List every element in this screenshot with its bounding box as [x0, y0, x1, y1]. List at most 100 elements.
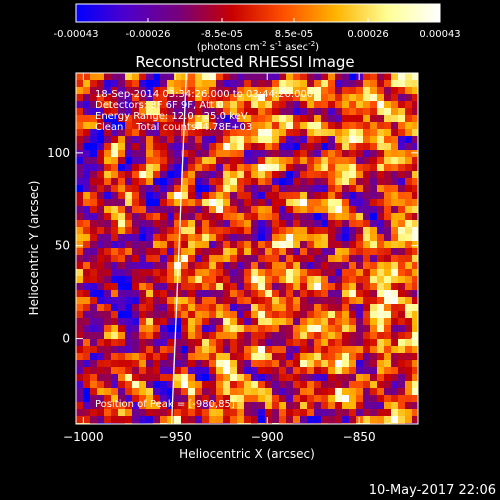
heatmap-cell [391, 164, 399, 172]
heatmap-cell [307, 171, 315, 179]
heatmap-cell [237, 255, 245, 263]
heatmap-cell [125, 171, 133, 179]
heatmap-cell [335, 381, 343, 389]
heatmap-cell [293, 339, 301, 347]
heatmap-cell [377, 318, 385, 326]
heatmap-cell [349, 360, 357, 368]
heatmap-cell [132, 325, 140, 333]
heatmap-cell [209, 164, 217, 172]
heatmap-cell [237, 374, 245, 382]
heatmap-cell [209, 129, 217, 137]
heatmap-cell [209, 115, 217, 123]
heatmap-cell [384, 185, 392, 193]
heatmap-cell [160, 360, 168, 368]
heatmap-cell [146, 290, 154, 298]
heatmap-cell [153, 87, 161, 95]
heatmap-cell [160, 276, 168, 284]
heatmap-cell [363, 73, 371, 81]
heatmap-cell [244, 395, 252, 403]
heatmap-cell [139, 409, 147, 417]
heatmap-cell [335, 395, 343, 403]
heatmap-cell [104, 353, 112, 361]
heatmap-cell [174, 297, 182, 305]
heatmap-cell [300, 360, 308, 368]
heatmap-cell [174, 94, 182, 102]
heatmap-cell [237, 108, 245, 116]
heatmap-cell [146, 332, 154, 340]
heatmap-cell [405, 220, 413, 228]
heatmap-cell [370, 325, 378, 333]
heatmap-cell [370, 87, 378, 95]
heatmap-cell [237, 402, 245, 410]
heatmap-cell [293, 332, 301, 340]
heatmap-cell [188, 304, 196, 312]
chart-title: Reconstructed RHESSI Image [135, 53, 354, 71]
heatmap-cell [90, 185, 98, 193]
heatmap-cell [391, 192, 399, 200]
heatmap-cell [314, 94, 322, 102]
heatmap-cell [230, 318, 238, 326]
heatmap-cell [139, 283, 147, 291]
heatmap-cell [104, 94, 112, 102]
heatmap-cell [279, 143, 287, 151]
heatmap-cell [181, 416, 189, 424]
heatmap-cell [132, 241, 140, 249]
heatmap-cell [391, 157, 399, 165]
heatmap-cell [412, 276, 418, 284]
heatmap-cell [391, 395, 399, 403]
heatmap-cell [181, 262, 189, 270]
heatmap-cell [195, 402, 203, 410]
heatmap-cell [356, 297, 364, 305]
heatmap-cell [412, 101, 418, 109]
heatmap-cell [139, 269, 147, 277]
heatmap-cell [97, 87, 105, 95]
heatmap-cell [104, 297, 112, 305]
heatmap-cell [132, 283, 140, 291]
heatmap-cell [300, 157, 308, 165]
heatmap-cell [363, 241, 371, 249]
heatmap-cell [405, 73, 413, 81]
heatmap-cell [174, 248, 182, 256]
heatmap-cell [272, 381, 280, 389]
heatmap-cell [223, 276, 231, 284]
heatmap-cell [202, 367, 210, 375]
heatmap-cell [307, 269, 315, 277]
heatmap-cell [237, 297, 245, 305]
heatmap-cell [111, 353, 119, 361]
heatmap-cell [244, 87, 252, 95]
heatmap-cell [265, 367, 273, 375]
heatmap-cell [328, 157, 336, 165]
heatmap-cell [153, 353, 161, 361]
heatmap-cell [286, 374, 294, 382]
heatmap-cell [405, 325, 413, 333]
heatmap-cell [153, 220, 161, 228]
heatmap-cell [90, 388, 98, 396]
heatmap-cell [209, 122, 217, 130]
heatmap-cell [195, 220, 203, 228]
heatmap-cell [111, 318, 119, 326]
heatmap-cell [391, 94, 399, 102]
heatmap-cell [272, 388, 280, 396]
heatmap-cell [160, 150, 168, 158]
heatmap-cell [209, 101, 217, 109]
heatmap-cell [132, 157, 140, 165]
heatmap-cell [216, 381, 224, 389]
heatmap-cell [272, 290, 280, 298]
heatmap-cell [398, 122, 406, 130]
heatmap-cell [258, 185, 266, 193]
heatmap-cell [83, 108, 91, 116]
heatmap-cell [202, 192, 210, 200]
heatmap-cell [272, 262, 280, 270]
heatmap-cell [118, 367, 126, 375]
heatmap-cell [195, 269, 203, 277]
heatmap-cell [160, 234, 168, 242]
heatmap-cell [230, 150, 238, 158]
heatmap-cell [321, 318, 329, 326]
heatmap-cell [139, 94, 147, 102]
heatmap-cell [90, 332, 98, 340]
heatmap-cell [237, 143, 245, 151]
heatmap-cell [83, 381, 91, 389]
heatmap-cell [279, 381, 287, 389]
heatmap-cell [335, 388, 343, 396]
heatmap-cell [349, 206, 357, 214]
